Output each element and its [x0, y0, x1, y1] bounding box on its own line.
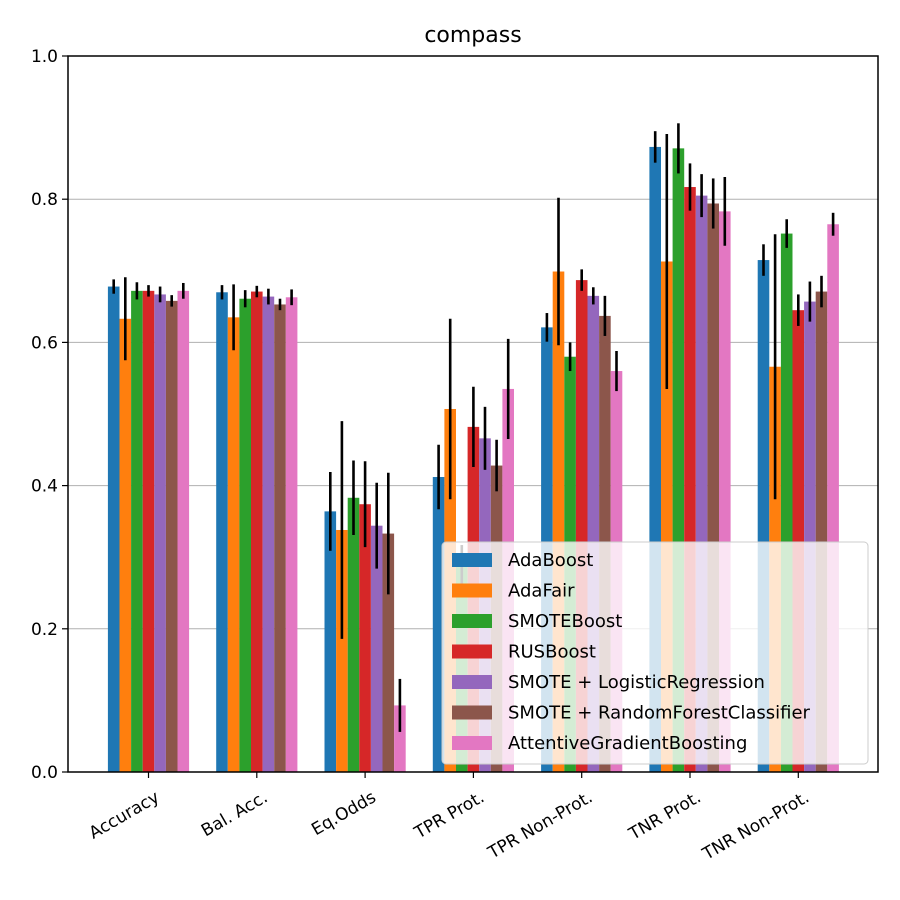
bar [262, 296, 275, 772]
bar [359, 504, 371, 772]
y-tick-label: 1.0 [31, 47, 58, 67]
bar [827, 224, 839, 772]
bar [757, 260, 770, 772]
x-tick-label: TNR Prot. [625, 787, 705, 845]
bar [239, 298, 251, 772]
error-bars [112, 123, 835, 732]
bar [165, 300, 178, 772]
bar [370, 525, 383, 772]
bar [695, 195, 708, 772]
legend: AdaBoost AdaFair SMOTEBoost RUSBoost SMOTE +… [441, 541, 869, 765]
x-axis: Accuracy Bal. Acc. Eq.Odds TPR Prot.TPR Non… [86, 772, 813, 865]
bar [649, 146, 661, 772]
bar [177, 290, 190, 772]
legend-swatch [452, 675, 492, 689]
bar [251, 291, 263, 772]
bar [684, 187, 696, 772]
legend-box [441, 541, 869, 765]
bar [707, 203, 719, 773]
bar [575, 280, 588, 772]
bar [324, 511, 337, 772]
x-tick-label: TNR Non-Prot. [699, 787, 813, 865]
bar [394, 705, 406, 772]
x-tick-label: Bal. Acc. [198, 787, 271, 841]
bar [347, 497, 360, 772]
legend-label: AdaFair [508, 581, 575, 602]
bar [587, 295, 600, 772]
bar [227, 317, 240, 772]
bar [216, 292, 228, 772]
y-tick-label: 0.2 [31, 620, 58, 640]
chart-title: compass [424, 23, 521, 48]
legend-swatch [452, 614, 492, 628]
legend-label: SMOTE + LogisticRegression [508, 672, 765, 693]
legend-label: SMOTEBoost [508, 611, 622, 632]
legend-swatch [452, 705, 492, 720]
y-tick-label: 0.6 [31, 333, 58, 353]
bar [131, 290, 143, 772]
bar [382, 533, 395, 772]
y-tick-label: 0.0 [31, 763, 58, 783]
bar [792, 310, 805, 772]
legend-swatch [452, 583, 492, 598]
x-tick-label: TPR Non-Prot. [484, 787, 596, 863]
x-tick-label: Accuracy [86, 787, 163, 843]
y-tick-label: 0.4 [31, 477, 58, 497]
legend-swatch [452, 553, 492, 567]
y-axis: 0.0 0.2 0.4 0.6 0.8 1.0 [31, 47, 68, 783]
bar [780, 233, 793, 772]
bar [142, 290, 155, 772]
x-tick-label: Eq.Odds [308, 787, 379, 840]
bar [815, 291, 828, 772]
x-tick-label: TPR Prot. [410, 787, 487, 843]
bar [432, 477, 445, 772]
bar [285, 297, 298, 772]
bar [804, 301, 816, 772]
bar [336, 529, 348, 772]
y-tick-label: 0.8 [31, 190, 58, 210]
legend-label: SMOTE + RandomForestClassifier [508, 703, 811, 724]
legend-swatch [452, 736, 492, 750]
bar [274, 304, 286, 772]
bar [672, 148, 685, 772]
bar [719, 211, 731, 772]
bar [154, 294, 166, 772]
bar [107, 286, 120, 772]
bar [552, 271, 565, 772]
legend-swatch [452, 644, 492, 659]
bar [119, 318, 132, 772]
bar [661, 261, 673, 772]
legend-label: AdaBoost [508, 550, 593, 571]
legend-label: RUSBoost [508, 642, 596, 663]
legend-label: AttentiveGradientBoosting [508, 733, 747, 754]
